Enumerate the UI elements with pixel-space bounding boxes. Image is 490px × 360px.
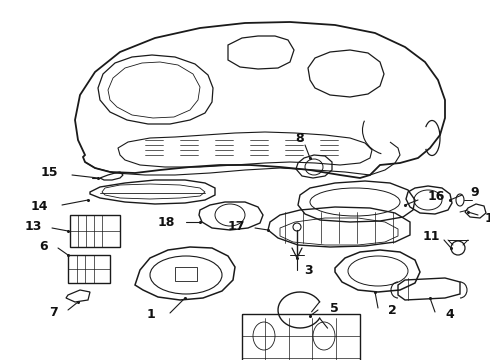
Text: 14: 14 <box>30 201 48 213</box>
Text: 1: 1 <box>146 309 155 321</box>
Text: 8: 8 <box>295 131 304 144</box>
Text: 5: 5 <box>330 302 339 315</box>
Text: 2: 2 <box>388 303 397 316</box>
Text: 11: 11 <box>422 230 440 243</box>
Text: 16: 16 <box>428 190 445 203</box>
Text: 4: 4 <box>445 307 454 320</box>
Text: 9: 9 <box>470 186 479 199</box>
Text: 18: 18 <box>158 216 175 229</box>
Text: 10: 10 <box>485 211 490 225</box>
Text: 17: 17 <box>227 220 245 234</box>
Text: 7: 7 <box>49 306 58 319</box>
Text: 6: 6 <box>39 239 48 252</box>
Text: 13: 13 <box>24 220 42 233</box>
Text: 3: 3 <box>304 264 313 276</box>
Text: 15: 15 <box>41 166 58 180</box>
